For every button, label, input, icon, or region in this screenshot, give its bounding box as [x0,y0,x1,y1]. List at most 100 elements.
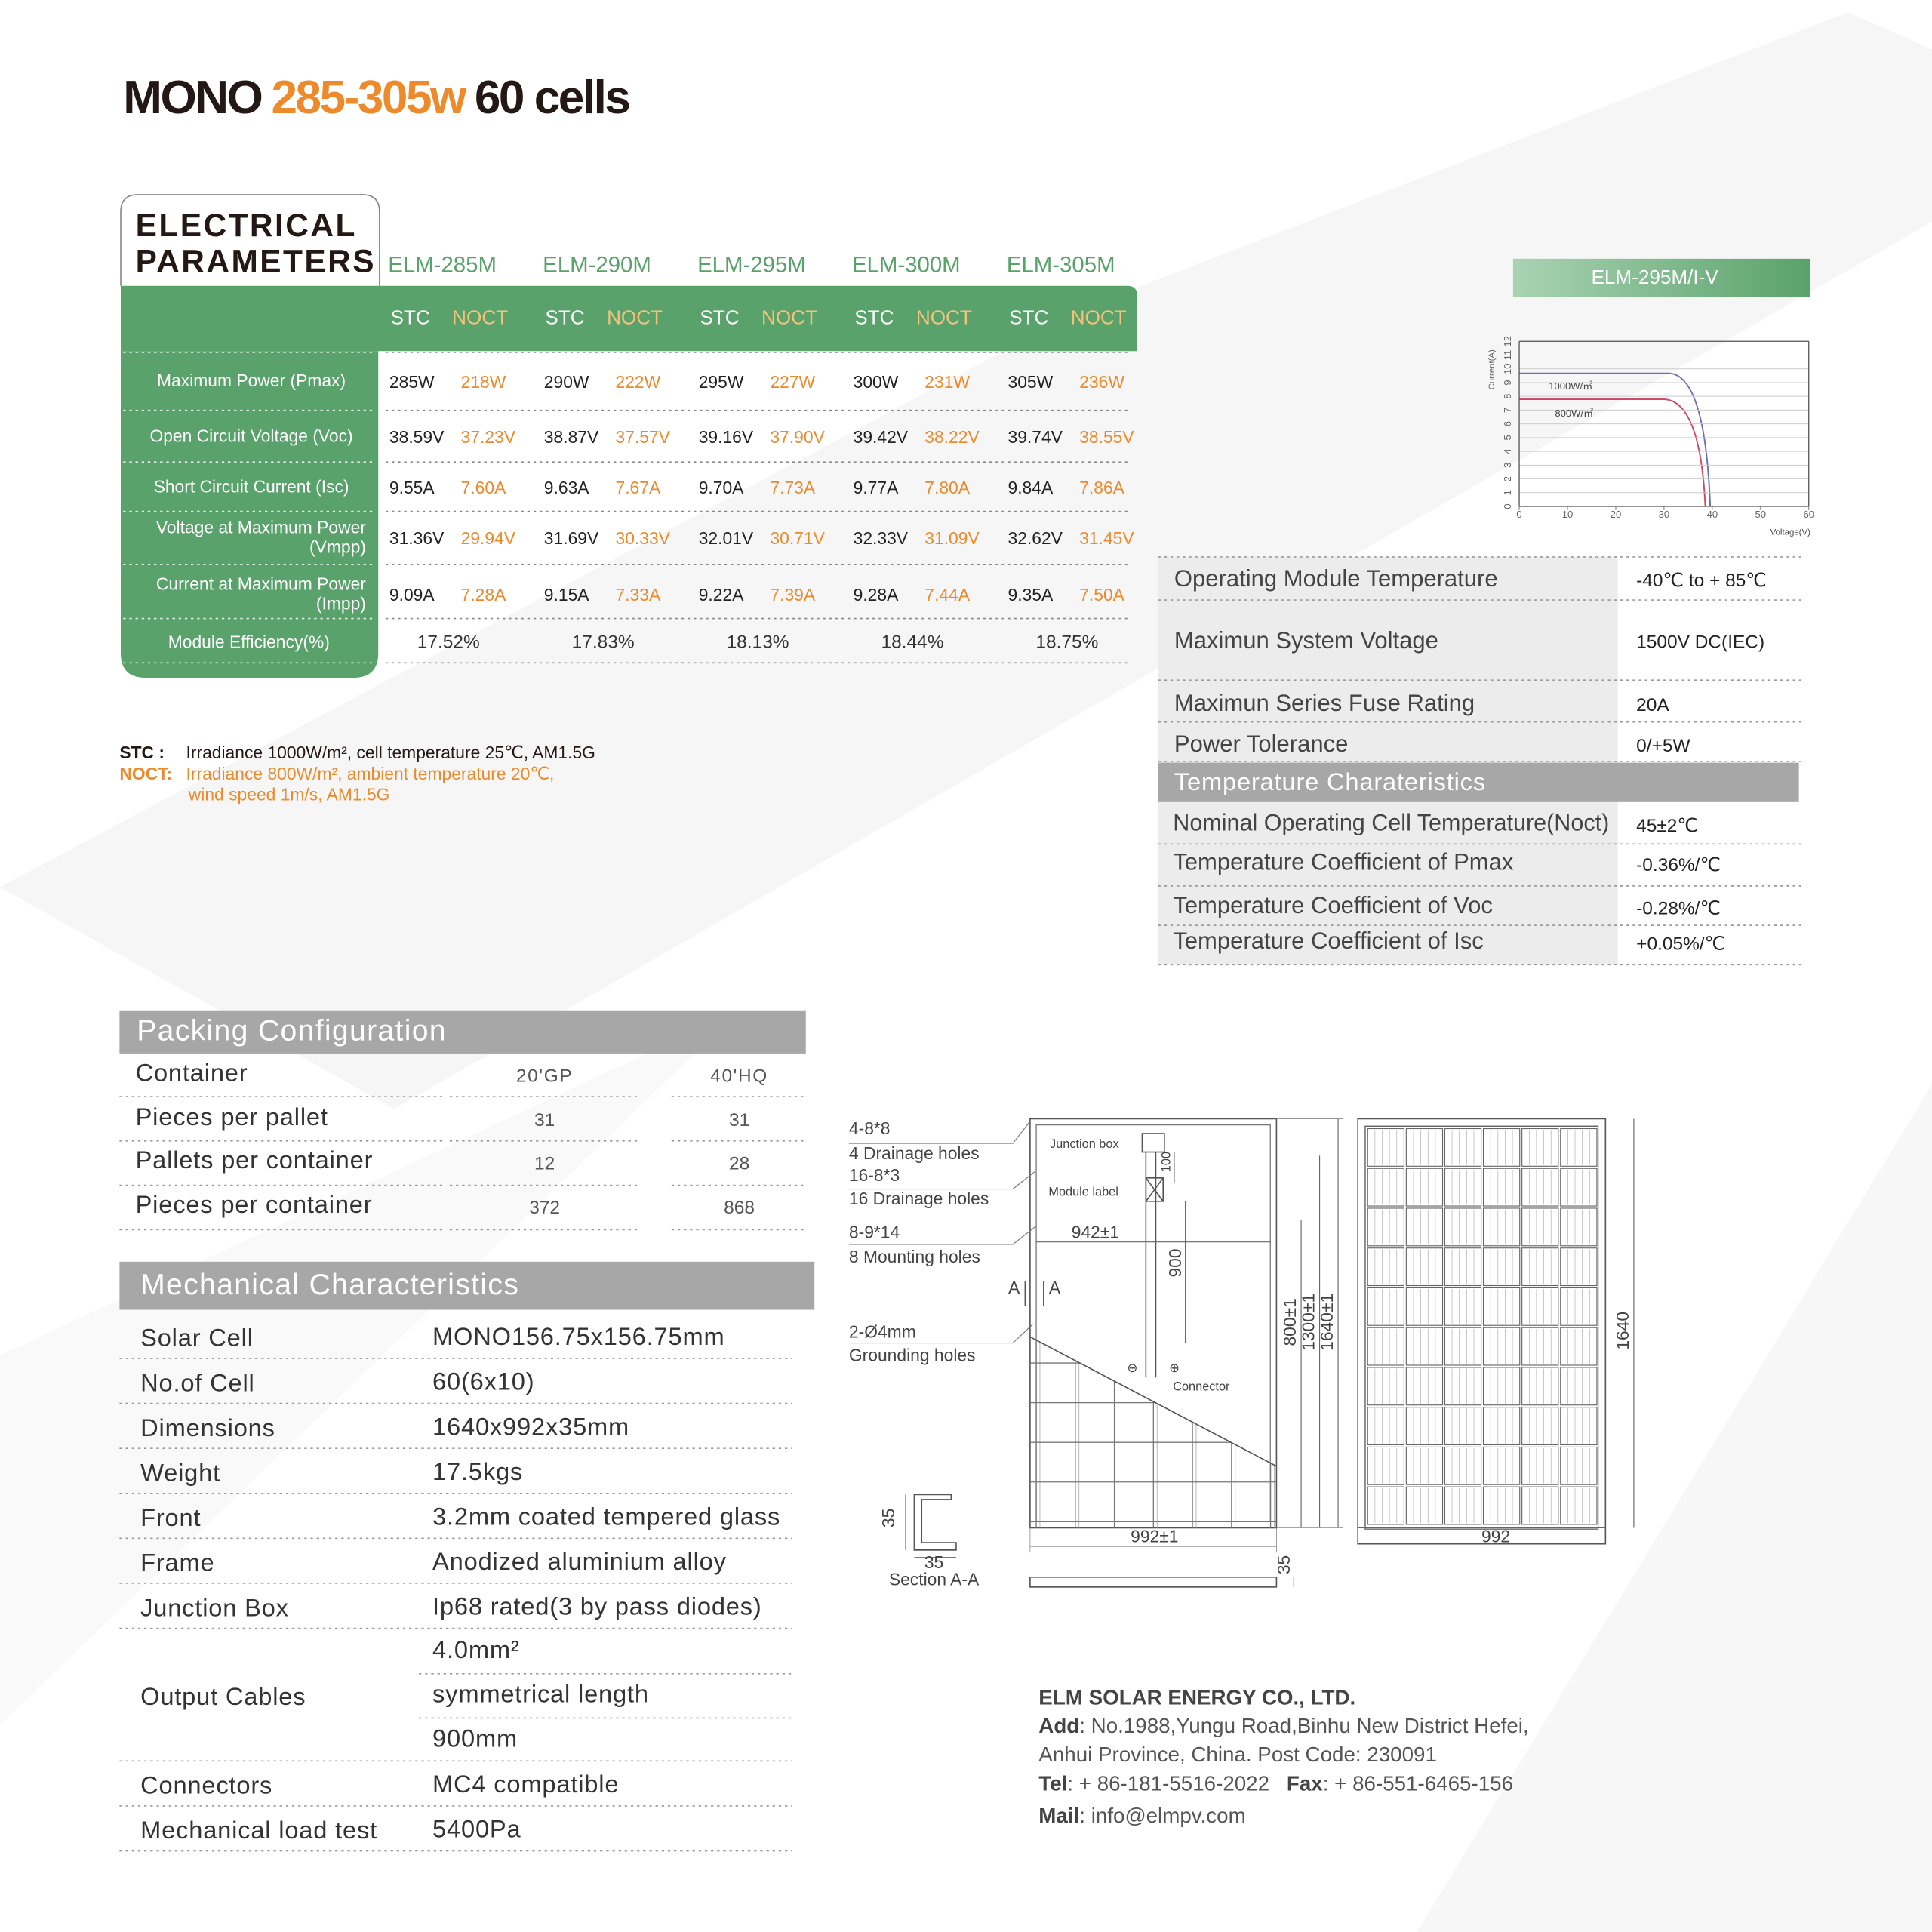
drawing-label: A [1049,1278,1061,1297]
model-name: ELM-305M [1007,252,1115,277]
stc-value: 300W [854,372,899,392]
cell [1521,1247,1559,1287]
row-value: 17.5kgs [432,1457,523,1485]
cell [1444,1327,1482,1366]
stc-value: 9.77A [854,478,899,497]
stc-value: 285W [389,372,435,392]
frame-profile [1029,1576,1278,1588]
cell [1482,1407,1521,1446]
y-tick-label: 0 [1502,503,1513,509]
row-value: 0/+5W [1636,736,1690,756]
cell [1444,1486,1482,1525]
cell [1560,1327,1598,1366]
stc-value: 9.35A [1008,585,1054,605]
noct-value: 37.57V [616,427,671,447]
note-key: NOCT: [119,764,172,783]
cell [1367,1128,1404,1167]
dimension-label: 1640±1 [1317,1294,1337,1351]
curve-label: 800W/㎡ [1555,408,1593,419]
row-label: Dimensions [140,1414,275,1441]
cell [1482,1446,1521,1485]
section-band [119,1261,815,1310]
stc-value: 38.87V [544,427,599,447]
row-label: Module Efficiency(%) [168,632,330,651]
row-label: Front [140,1503,201,1531]
stc-value: 32.62V [1008,528,1063,548]
noct-value: 222W [616,372,661,392]
noct-value: 7.60A [461,478,506,497]
y-tick-label: 1 [1502,490,1513,495]
column-header: NOCT [607,306,663,329]
row-label: Current at Maximum Power [156,574,366,594]
noct-value: 29.94V [461,528,516,548]
background-shape [1417,1084,1932,1932]
noct-value: 38.22V [924,427,980,447]
cell [1367,1407,1404,1446]
cell [1482,1327,1521,1366]
iv-curve [1519,372,1712,507]
contact-value: : No.1988,Yungu Road,Binhu New District … [1079,1714,1528,1737]
drawing-label: 16-8*3 [849,1165,900,1185]
row-label: Open Circuit Voltage (Voc) [149,426,352,446]
row-value: 5400Pa [432,1815,521,1843]
column-header: STC [391,306,430,329]
y-tick-label: 11 [1502,350,1513,361]
stc-value: 9.63A [544,478,589,497]
row-value: 31 [729,1110,749,1131]
y-tick-label: 9 [1502,380,1513,385]
row-value: Ip68 rated(3 by pass diodes) [432,1592,762,1620]
stc-value: 39.16V [699,427,754,447]
row-value: 12 [534,1153,555,1174]
efficiency-value: 18.75% [1035,632,1098,653]
stc-value: 9.15A [544,585,589,605]
noct-value: 31.09V [924,528,980,548]
noct-value: 38.55V [1079,427,1134,447]
stc-value: 9.09A [389,585,435,605]
drawing-label: ⊖ [1128,1361,1138,1375]
dimension-label: 900 [1165,1248,1185,1277]
label-column [121,351,379,678]
cell [1560,1287,1598,1326]
model-name: ELM-285M [388,252,497,277]
model-name: ELM-295M [697,252,806,277]
cell [1405,1208,1444,1247]
contact-line: Tel: + 86-181-5516-2022 Fax: + 86-551-646… [1038,1772,1513,1795]
contact-key: Mail [1038,1804,1079,1827]
row-value: MONO156.75x156.75mm [432,1322,724,1350]
x-tick-label: 30 [1659,509,1670,520]
noct-value: 7.33A [616,585,661,605]
note-key: STC : [119,743,165,762]
cell [1444,1247,1482,1287]
row-label: Short Circuit Current (Isc) [154,477,349,497]
row-label: Connectors [140,1771,272,1799]
title-part: 60 cells [475,72,629,124]
row-value: 60(6x10) [432,1367,534,1395]
stc-value: 32.01V [699,528,754,548]
row-value: -40℃ to + 85℃ [1636,571,1767,591]
cell [1482,1168,1521,1207]
noct-value: 37.23V [461,427,516,447]
row-label: Temperature Coefficient of Isc [1173,928,1483,954]
row-value: symmetrical length [432,1680,649,1708]
dimension-label: 100 [1159,1152,1173,1172]
row-value: Anodized aluminium alloy [432,1547,727,1575]
y-tick-label: 2 [1502,476,1513,481]
cell [1367,1327,1404,1366]
cell [1560,1486,1598,1525]
cell [1444,1367,1482,1406]
row-value: 868 [724,1198,755,1218]
stc-value: 9.22A [699,585,744,605]
row-value: -0.36%/℃ [1636,855,1721,875]
noct-value: 7.44A [924,585,970,605]
cell [1521,1327,1559,1366]
dimension-label: 1640 [1613,1312,1632,1350]
axis-label: Voltage(V) [1770,528,1810,537]
cell [1444,1208,1482,1247]
row-label: Voltage at Maximum Power [156,517,366,537]
row-value: 31 [534,1110,555,1131]
cell [1521,1407,1559,1446]
model-name: ELM-300M [852,252,961,277]
row-label: Pieces per pallet [136,1103,328,1131]
row-label: Operating Module Temperature [1174,565,1498,592]
row-value: 28 [729,1153,749,1174]
